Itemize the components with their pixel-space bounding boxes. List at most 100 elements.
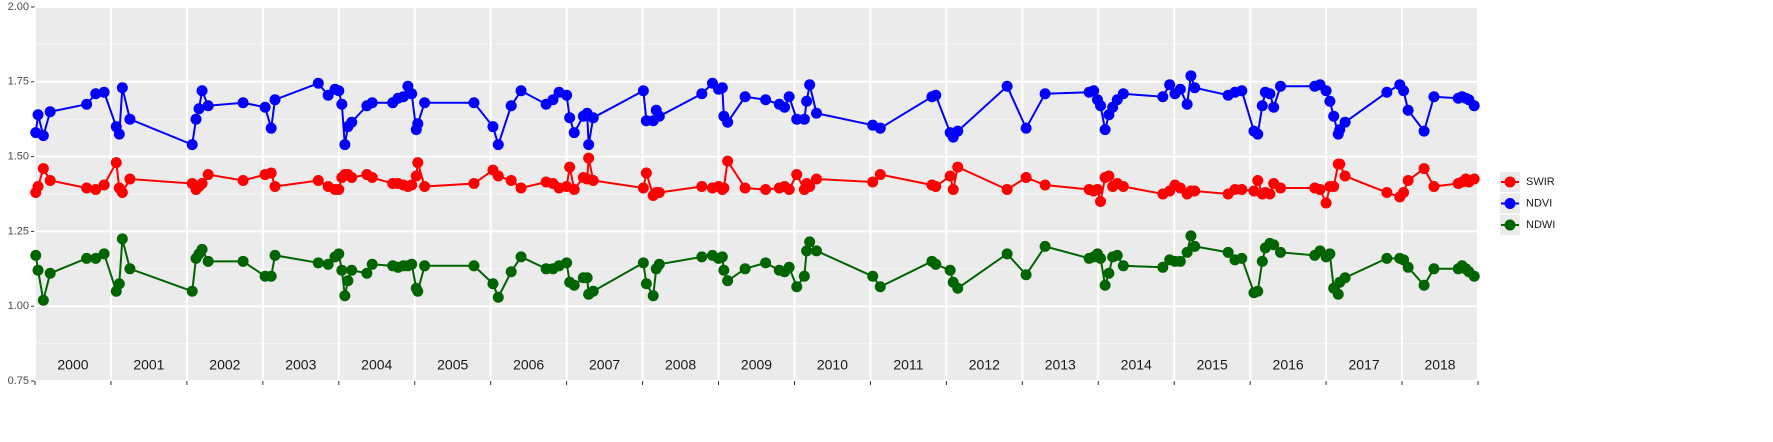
point [412, 157, 424, 169]
year-label: 2004 [361, 357, 392, 373]
legend-key-point [1504, 198, 1516, 209]
point [874, 122, 886, 134]
y-tick-label: 1.50 [8, 151, 29, 163]
point [237, 97, 249, 109]
point [1095, 195, 1107, 207]
point [716, 251, 728, 263]
point [412, 285, 424, 297]
point [336, 98, 348, 110]
point [696, 181, 708, 193]
point [1103, 267, 1115, 279]
point [37, 294, 49, 306]
point [44, 175, 56, 187]
point [1275, 80, 1287, 92]
point [1334, 158, 1346, 170]
point [1092, 184, 1104, 196]
point [492, 139, 504, 151]
point [1381, 86, 1393, 98]
y-tick-label: 2.00 [8, 1, 29, 13]
point [419, 97, 431, 109]
point [696, 251, 708, 263]
point [930, 181, 942, 193]
point [637, 257, 649, 269]
point [952, 282, 964, 294]
point [1264, 188, 1276, 200]
point [722, 155, 734, 167]
point [196, 178, 208, 190]
point [801, 95, 813, 107]
point [346, 172, 358, 184]
point [1268, 239, 1280, 251]
point [1174, 83, 1186, 95]
point [366, 97, 378, 109]
point [568, 184, 580, 196]
point [1252, 175, 1264, 187]
point [1402, 104, 1414, 116]
year-label: 2007 [589, 357, 620, 373]
point [110, 157, 122, 169]
point [718, 264, 730, 276]
point [333, 184, 345, 196]
point [1001, 184, 1013, 196]
point [783, 91, 795, 103]
point [44, 267, 56, 279]
point [1381, 252, 1393, 264]
point [333, 85, 345, 97]
point [1402, 261, 1414, 273]
point [1418, 125, 1430, 137]
point [1268, 101, 1280, 113]
point [124, 263, 136, 275]
point [265, 122, 277, 134]
point [1001, 80, 1013, 92]
point [202, 100, 214, 112]
point [583, 139, 595, 151]
point [930, 258, 942, 270]
point [81, 98, 93, 110]
point [312, 77, 324, 89]
point [1339, 170, 1351, 182]
point [90, 252, 102, 264]
point [116, 187, 128, 199]
point [1157, 261, 1169, 273]
year-label: 2018 [1424, 357, 1455, 373]
point [37, 163, 49, 175]
point [581, 272, 593, 284]
point [1324, 95, 1336, 107]
point [640, 278, 652, 290]
point [1236, 85, 1248, 97]
point [1117, 260, 1129, 272]
point [366, 258, 378, 270]
y-tick-label: 1.75 [8, 76, 29, 88]
point [653, 258, 665, 270]
point [410, 170, 422, 182]
point [269, 249, 281, 261]
point [810, 245, 822, 257]
point [1189, 82, 1201, 94]
point [515, 182, 527, 194]
point [804, 79, 816, 91]
point [81, 252, 93, 264]
legend-label: NDWI [1526, 219, 1555, 231]
point [798, 270, 810, 282]
point [237, 255, 249, 267]
point [1099, 279, 1111, 291]
y-tick-label: 1.25 [8, 225, 29, 237]
point [419, 260, 431, 272]
point [366, 172, 378, 184]
point [739, 263, 751, 275]
point [487, 278, 499, 290]
point [1001, 248, 1013, 260]
point [760, 257, 772, 269]
point [1252, 285, 1264, 297]
point [202, 255, 214, 267]
point [783, 261, 795, 273]
point [1418, 279, 1430, 291]
point [419, 181, 431, 193]
point [116, 82, 128, 94]
point [406, 258, 418, 270]
point [322, 258, 334, 270]
point [397, 91, 409, 103]
year-label: 2016 [1273, 357, 1304, 373]
point [1236, 252, 1248, 264]
point [406, 179, 418, 191]
